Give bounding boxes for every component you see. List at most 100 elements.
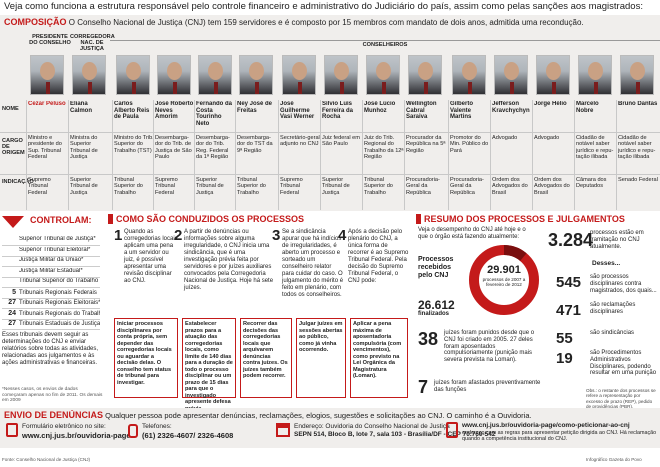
member-photo (494, 55, 528, 95)
controlam-item: 24 Tribunais Regionais do Trabalho (2, 310, 100, 320)
portrait-tie (132, 82, 136, 94)
member-photo (324, 55, 358, 95)
member-photo (452, 55, 486, 95)
member-name: Carlos Alberto Reis de Paula (114, 101, 150, 121)
column-divider (194, 100, 195, 210)
source-note: Fonte: Conselho Nacional de Justiça (CNJ… (2, 457, 91, 462)
member-indicacao: Tribunal Superior do Trabalho (114, 177, 143, 196)
step-text: Se a sindicância apurar que há indícios … (282, 229, 344, 298)
member-name: Sílvio Luís Ferreira da Rocha (322, 101, 354, 121)
donut-segment (469, 245, 539, 315)
column-divider (532, 100, 533, 210)
divider (0, 174, 660, 175)
divider (0, 132, 660, 133)
controlam-item: Superior Tribunal Eleitoral* (2, 247, 100, 257)
member-name: José Guilherme Vasi Werner (280, 101, 315, 121)
portrait-tie (382, 82, 386, 94)
phone-icon (128, 424, 138, 438)
portrait-tie (510, 82, 514, 94)
credit-note: Infográfico Gazeta do Povo (586, 457, 642, 462)
outcome-box: Estabelecer prazos para a atuação das co… (182, 318, 236, 412)
member-name: José Roberto Neves Amorim (155, 101, 194, 121)
column-divider (362, 100, 363, 210)
member-photo (116, 55, 150, 95)
outcome-box: Recorrer das decisões das corregedorias … (240, 318, 292, 398)
row-label-cargo: CARGO DE ORIGEM (2, 138, 25, 157)
outcome-box: Aplicar a pena máxima de aposentadoria c… (350, 318, 408, 398)
form-link[interactable]: www.cnj.jus.br/ouvidoria-page (22, 431, 131, 440)
breakdown-count: 545 (556, 274, 582, 291)
controlam-count: 27 (8, 299, 16, 306)
outcome-box: Julgar juízes em sessões abertas ao públ… (296, 318, 346, 398)
portrait-head (504, 62, 519, 80)
controlam-label: Justiça Militar Estadual* (19, 267, 83, 274)
removed-count: 7 (418, 377, 429, 397)
breakdown-count: 19 (556, 350, 573, 367)
member-indicacao: Supremo Tribunal Federal (28, 177, 51, 196)
member-indicacao: Procuradoria-Geral da República (450, 177, 484, 196)
member-cargo: Promotor do Min. Público do Pará (450, 135, 489, 154)
step-number: 3 (272, 227, 281, 244)
portrait-head (82, 62, 97, 80)
punished-text: juízes foram punidos desde que o CNJ foi… (444, 330, 535, 364)
step-text: A partir de denúncias ou informações sob… (184, 229, 274, 291)
controlam-title: CONTROLAM: (30, 215, 92, 225)
composition-title: COMPOSIÇÃO (4, 17, 67, 27)
total-value: 26.612 (418, 298, 455, 312)
complaints-panel (0, 408, 660, 448)
column-divider (490, 100, 491, 210)
portrait-head (418, 62, 433, 80)
petition-link[interactable]: www.cnj.jus.br/ouvidoria-page/como-petic… (462, 422, 630, 429)
portrait-head (40, 62, 55, 80)
member-cargo: Cidadão de notável saber jurídico e repu… (618, 135, 656, 160)
member-indicacao: Ordem dos Advogados do Brasil (534, 177, 570, 196)
total-label: finalizados (418, 311, 450, 317)
document-icon (446, 422, 458, 438)
outcome-box: Iniciar processos disciplinares por cont… (114, 318, 178, 398)
role-conselheiros: CONSELHEIROS (110, 40, 660, 48)
member-cargo: Desembarga-dor do Trib. de Justiça de Sã… (155, 135, 192, 160)
composition-intro: COMPOSIÇÃO O Conselho Nacional de Justiç… (4, 17, 584, 27)
portrait-tie (298, 82, 302, 94)
breakdown-text: são processos disciplinares contra magis… (590, 274, 657, 294)
portrait-head (126, 62, 141, 80)
column-divider (153, 100, 154, 210)
column-divider (320, 100, 321, 210)
portrait-tie (468, 82, 472, 94)
step-number: 4 (338, 227, 347, 244)
controlam-panel (0, 212, 106, 442)
breakdown-count: 55 (556, 330, 573, 347)
member-name: Jefferson Kravchychyn (492, 101, 530, 114)
breakdown-text: são sindicâncias (590, 330, 635, 336)
controlam-label: Tribunais Regionais Federais (19, 289, 97, 296)
member-photo (578, 55, 612, 95)
controlam-label: Tribunais Regionais do Trabalho (19, 310, 100, 317)
member-cargo: Cidadão de notável saber jurídico e repu… (576, 135, 614, 160)
member-photo (366, 55, 400, 95)
portrait-tie (340, 82, 344, 94)
member-cargo: Ministra do Superior Tribunal de Justiça (70, 135, 98, 160)
portrait-tie (552, 82, 556, 94)
role-president: PRESIDENTE DO CONSELHO (29, 34, 71, 47)
controlam-label: Justiça Militar da União* (19, 257, 84, 263)
breakdown-text: são reclamações disciplinares (590, 302, 636, 315)
portrait-head (334, 62, 349, 80)
portrait-head (249, 62, 264, 80)
member-photo (282, 55, 316, 95)
page-header: Veja como funciona a estrutura responsáv… (4, 1, 643, 12)
member-photo (198, 55, 232, 95)
controlam-label: Tribunal Superior do Trabalho (19, 278, 99, 284)
building-icon (276, 423, 290, 437)
member-photo (30, 55, 64, 95)
member-cargo: Ministro e presidente do Sup. Tribunal F… (28, 135, 62, 160)
summary-title: RESUMO DOS PROCESSOS E JULGAMENTOS (424, 214, 625, 224)
complaints-desc: Qualquer pessoa pode apresentar denúncia… (105, 411, 532, 420)
controlam-note: Esses tribunais devem seguir as determin… (2, 332, 99, 366)
row-label-nome: NOME (2, 106, 19, 112)
desses-label: Desses... (592, 260, 621, 267)
member-cargo: Ministro do Trib. Superior do Trabalho (… (114, 135, 154, 154)
pending-text: processos estão em tramitação no CNJ atu… (590, 230, 644, 250)
member-name: Jorge Hélio (534, 101, 567, 107)
controlam-label: Superior Tribunal de Justiça* (19, 236, 96, 242)
member-indicacao: Tribunal Superior do Trabalho (364, 177, 393, 196)
